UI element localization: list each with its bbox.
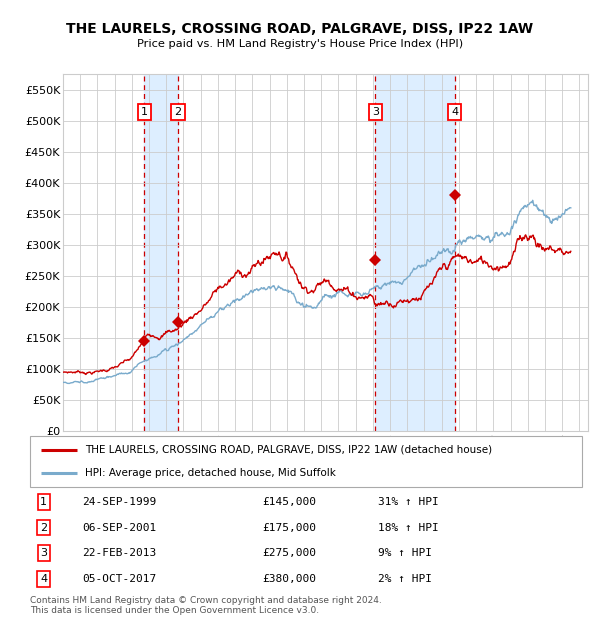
Text: £380,000: £380,000 [262,574,316,584]
Text: 1: 1 [40,497,47,507]
Text: Contains HM Land Registry data © Crown copyright and database right 2024.
This d: Contains HM Land Registry data © Crown c… [30,596,382,615]
Text: THE LAURELS, CROSSING ROAD, PALGRAVE, DISS, IP22 1AW: THE LAURELS, CROSSING ROAD, PALGRAVE, DI… [67,22,533,36]
Text: 2% ↑ HPI: 2% ↑ HPI [378,574,432,584]
Text: 1: 1 [141,107,148,117]
Text: £145,000: £145,000 [262,497,316,507]
Text: 9% ↑ HPI: 9% ↑ HPI [378,548,432,558]
Text: 24-SEP-1999: 24-SEP-1999 [82,497,157,507]
Text: 2: 2 [175,107,182,117]
Text: 4: 4 [40,574,47,584]
Text: 31% ↑ HPI: 31% ↑ HPI [378,497,439,507]
Text: THE LAURELS, CROSSING ROAD, PALGRAVE, DISS, IP22 1AW (detached house): THE LAURELS, CROSSING ROAD, PALGRAVE, DI… [85,445,493,454]
Text: £175,000: £175,000 [262,523,316,533]
Text: 18% ↑ HPI: 18% ↑ HPI [378,523,439,533]
Bar [145,74,178,431]
Bar [375,74,455,431]
Text: 4: 4 [451,107,458,117]
Text: 05-OCT-2017: 05-OCT-2017 [82,574,157,584]
Text: HPI: Average price, detached house, Mid Suffolk: HPI: Average price, detached house, Mid … [85,468,336,478]
Text: 22-FEB-2013: 22-FEB-2013 [82,548,157,558]
Text: 2: 2 [40,523,47,533]
Text: Price paid vs. HM Land Registry's House Price Index (HPI): Price paid vs. HM Land Registry's House … [137,39,463,49]
Text: 3: 3 [372,107,379,117]
Text: 3: 3 [40,548,47,558]
Text: £275,000: £275,000 [262,548,316,558]
Text: 06-SEP-2001: 06-SEP-2001 [82,523,157,533]
FancyBboxPatch shape [30,436,582,487]
